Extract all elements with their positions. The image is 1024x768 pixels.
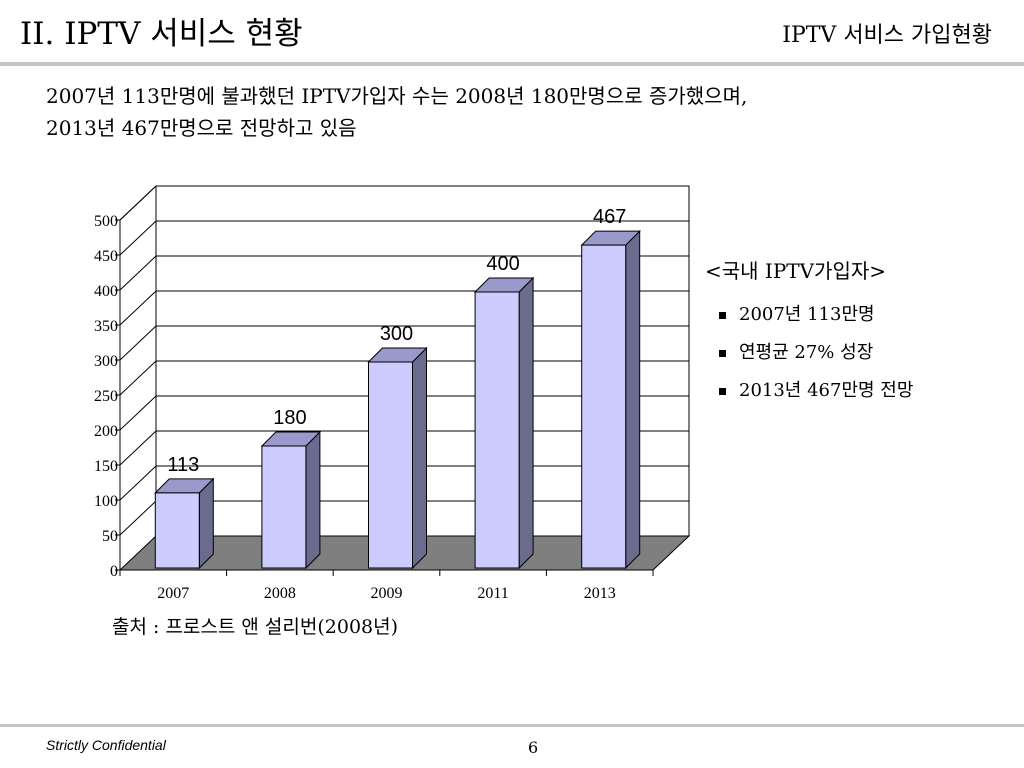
gridline-diagonal <box>119 255 157 291</box>
slide-title: II. IPTV 서비스 현황 <box>20 16 303 52</box>
y-tick-label: 0 <box>110 563 118 580</box>
legend-bullets: 2007년 113만명 연평균 27% 성장 2013년 467만명 전망 <box>717 302 952 416</box>
subscriber-bar-chart: 0 50 100 150 200 250 300 350 400 450 500 113 2007 180… <box>94 185 691 602</box>
bar-2009 <box>368 361 413 569</box>
gridline-diagonal <box>119 325 157 361</box>
y-tick-label: 350 <box>94 318 118 335</box>
gridline-diagonal <box>119 360 157 396</box>
summary-line-2: 2013년 467만명으로 전망하고 있음 <box>46 116 357 140</box>
confidential-label: Strictly Confidential <box>46 737 166 753</box>
x-tick-label-2007: 2007 <box>157 585 189 602</box>
bar-side-2011 <box>518 276 534 570</box>
y-tick-label: 400 <box>94 283 118 300</box>
x-tick-label-2013: 2013 <box>584 585 616 602</box>
footer-divider <box>0 724 1024 727</box>
gridline-diagonal <box>119 220 157 256</box>
y-tick-label: 450 <box>94 248 118 265</box>
gridline-diagonal <box>119 395 157 431</box>
gridline-diagonal <box>119 430 157 466</box>
bar-2011 <box>474 291 520 569</box>
data-label-2013: 467 <box>593 206 626 228</box>
bar-side-2007 <box>198 477 214 570</box>
data-label-2008: 180 <box>273 407 306 429</box>
y-axis-top-edge <box>119 185 157 221</box>
x-tick-label-2009: 2009 <box>371 585 403 602</box>
data-label-2009: 300 <box>380 323 413 345</box>
page-number: 6 <box>528 738 539 757</box>
gridline-diagonal <box>119 290 157 326</box>
data-label-2007: 113 <box>167 454 199 476</box>
bar-side-2008 <box>305 430 321 570</box>
y-tick-label: 200 <box>94 423 118 440</box>
y-tick-label: 500 <box>94 213 118 230</box>
summary-text: 2007년 113만명에 불과했던 IPTV가입자 수는 2008년 180만명… <box>46 80 1006 144</box>
x-tick-label-2008: 2008 <box>264 585 296 602</box>
chart-bars-layer <box>154 229 641 570</box>
y-tick-label: 150 <box>94 458 118 475</box>
gridline-diagonal <box>119 465 157 501</box>
summary-line-1: 2007년 113만명에 불과했던 IPTV가입자 수는 2008년 180만명… <box>46 84 748 108</box>
bar-2013 <box>581 244 627 569</box>
gridline-diagonal <box>119 500 157 536</box>
bar-side-2013 <box>625 229 641 570</box>
y-tick-label: 300 <box>94 353 118 370</box>
y-tick-label: 50 <box>102 528 118 545</box>
chart-labels-layer: 0 50 100 150 200 250 300 350 400 450 500 113 2007 180… <box>94 206 626 602</box>
bar-2008 <box>261 445 307 569</box>
legend-bullet: 2007년 113만명 <box>717 302 952 328</box>
x-tick-label-2011: 2011 <box>477 585 508 602</box>
y-tick-label: 100 <box>94 493 118 510</box>
section-label: IPTV 서비스 가입현황 <box>782 23 992 48</box>
bar-side-2009 <box>412 346 427 570</box>
data-label-2011: 400 <box>486 253 519 275</box>
legend-title: <국내 IPTV가입자> <box>705 259 887 283</box>
source-note: 출처 : 프로스트 앤 설리번(2008년) <box>112 616 399 638</box>
legend-bullet: 2013년 467만명 전망 <box>717 378 952 404</box>
bar-2007 <box>154 492 200 569</box>
y-tick-label: 250 <box>94 388 118 405</box>
legend-bullet: 연평균 27% 성장 <box>717 340 952 366</box>
header-divider <box>0 62 1024 66</box>
